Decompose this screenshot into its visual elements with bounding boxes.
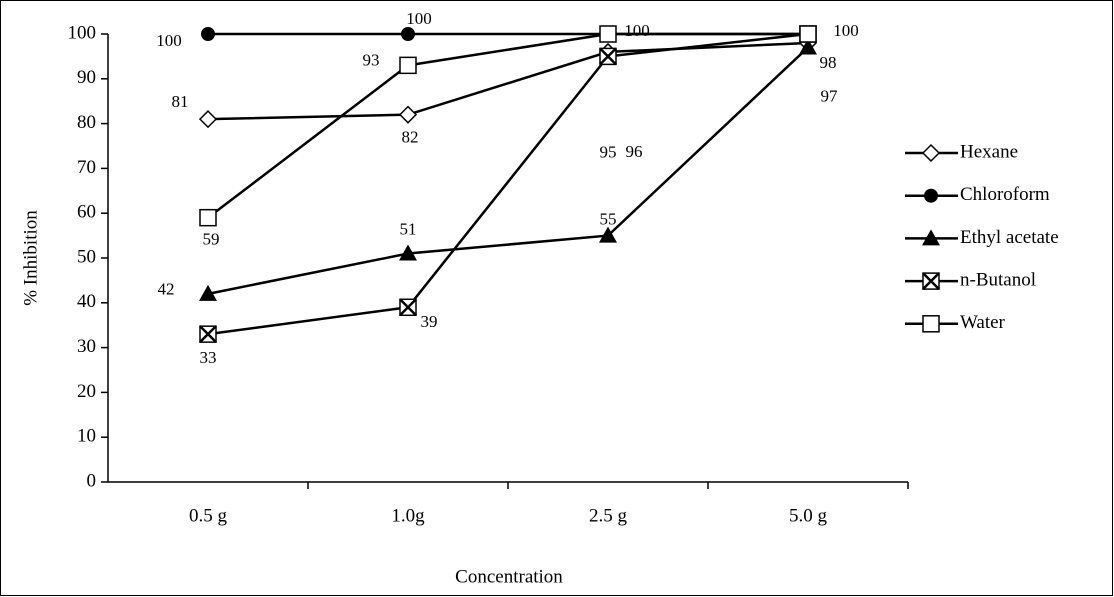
data-label: 97: [821, 86, 839, 105]
data-point: [201, 27, 215, 41]
legend-label: n-Butanol: [960, 269, 1036, 290]
marker-part: [599, 25, 617, 43]
marker-part: [599, 226, 617, 243]
data-label: 82: [402, 128, 419, 147]
marker-part: [398, 105, 418, 124]
data-point: [401, 27, 415, 41]
data-point: [199, 284, 217, 301]
y-tick-label: 60: [77, 202, 96, 223]
data-label: 98: [820, 53, 837, 72]
marker-part: [922, 229, 940, 246]
y-tick-label: 90: [77, 67, 96, 88]
x-tick-label: 0.5 g: [189, 505, 228, 526]
data-point: [399, 298, 417, 317]
data-point: [199, 208, 217, 227]
marker-part: [399, 244, 417, 261]
data-label: 93: [363, 50, 380, 69]
marker-part: [599, 47, 617, 66]
data-point: [799, 25, 817, 43]
data-label: 95: [600, 142, 617, 161]
marker-part: [201, 27, 215, 41]
data-label: 42: [158, 280, 175, 299]
series-line: [207, 46, 809, 296]
data-label: 59: [203, 230, 220, 249]
y-tick-label: 10: [77, 426, 96, 447]
data-point: [399, 56, 417, 75]
data-point: [599, 226, 617, 243]
series-line: [207, 32, 808, 219]
marker-part: [924, 188, 938, 203]
y-tick-label: 50: [77, 246, 96, 267]
data-label: 55: [600, 210, 617, 229]
marker-part: [199, 325, 217, 344]
legend-label: Water: [960, 312, 1006, 333]
marker-part: [922, 272, 940, 290]
legend-label: Chloroform: [960, 184, 1050, 205]
legend-marker: [922, 272, 940, 290]
y-tick-label: 80: [77, 112, 96, 133]
x-tick-label: 5.0 g: [789, 505, 828, 526]
legend-label: Ethyl acetate: [960, 227, 1059, 248]
legend-marker: [922, 229, 940, 246]
data-label: 100: [406, 9, 432, 28]
marker-part: [399, 56, 417, 75]
data-label: 96: [626, 142, 643, 161]
data-point: [199, 325, 217, 344]
marker-part: [199, 208, 217, 227]
data-label: 39: [421, 312, 438, 331]
y-tick-label: 70: [77, 157, 96, 178]
marker-part: [921, 143, 941, 163]
legend-marker: [924, 188, 938, 203]
series-line: [207, 32, 809, 336]
data-label: 51: [400, 219, 417, 238]
marker-part: [799, 25, 817, 43]
data-point: [799, 38, 817, 55]
series-line: [207, 41, 809, 121]
data-label: 100: [624, 21, 650, 40]
legend-label: Hexane: [960, 141, 1018, 162]
data-label: 33: [200, 348, 217, 367]
data-label: 100: [833, 21, 859, 40]
data-point: [398, 105, 418, 124]
marker-part: [922, 315, 940, 333]
x-tick-label: 1.0g: [391, 505, 425, 526]
marker-part: [198, 110, 218, 129]
legend-marker: [921, 143, 941, 163]
legend-marker: [922, 315, 940, 333]
data-point: [399, 244, 417, 261]
data-point: [198, 110, 218, 129]
marker-part: [399, 298, 417, 317]
marker-part: [199, 284, 217, 301]
data-label: 100: [156, 31, 182, 50]
marker-part: [799, 38, 817, 55]
y-tick-label: 30: [77, 336, 96, 357]
y-tick-label: 0: [87, 470, 97, 491]
data-label: 81: [172, 92, 189, 111]
marker-part: [401, 27, 415, 41]
data-point: [599, 47, 617, 66]
x-tick-label: 2.5 g: [589, 505, 628, 526]
y-tick-label: 20: [77, 381, 96, 402]
y-axis-title: % Inhibition: [20, 210, 41, 306]
y-tick-label: 40: [77, 291, 96, 312]
y-tick-label: 100: [68, 22, 97, 43]
x-axis-title: Concentration: [455, 566, 563, 587]
data-point: [599, 25, 617, 43]
